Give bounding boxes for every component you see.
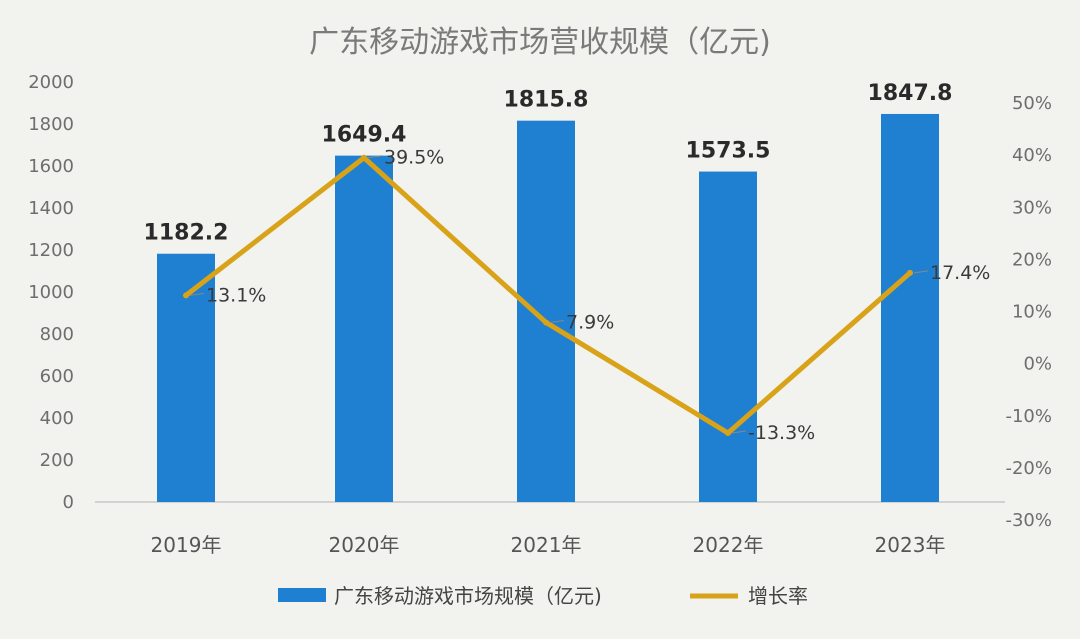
right-axis-tick: 10% (1012, 302, 1052, 323)
left-axis-tick: 1400 (28, 198, 74, 219)
left-axis-tick: 1000 (28, 282, 74, 303)
right-axis-tick: -30% (1005, 510, 1052, 531)
rate-value-label: 39.5% (384, 147, 444, 169)
left-axis-tick: 1800 (28, 114, 74, 135)
right-axis-tick: 40% (1012, 145, 1052, 166)
bar (881, 113, 939, 502)
growth-rate-point (183, 292, 189, 299)
rate-value-label: 17.4% (930, 262, 990, 284)
right-axis: -30% -20% -10% 0% 10% 20% 30% 40% 50% (1005, 93, 1052, 531)
right-axis-tick: 20% (1012, 249, 1052, 270)
bar-value-label: 1573.5 (686, 139, 771, 164)
growth-rate-point (543, 319, 549, 326)
left-axis-tick: 1200 (28, 240, 74, 261)
bar-value-label: 1847.8 (868, 81, 953, 106)
right-axis-tick: 50% (1012, 93, 1052, 114)
bar-series (157, 113, 939, 502)
right-axis-tick: 30% (1012, 197, 1052, 218)
left-axis-tick: 600 (40, 366, 74, 387)
bar-value-label: 1649.4 (322, 123, 407, 148)
rate-value-label: -13.3% (748, 422, 815, 444)
chart-title: 广东移动游戏市场营收规模（亿元) (309, 25, 771, 60)
right-axis-tick: -20% (1005, 458, 1052, 479)
left-axis: 0 200 400 600 800 1000 1200 1400 1600 1800 2000 (28, 72, 74, 513)
bar (517, 120, 575, 502)
left-axis-tick: 1600 (28, 156, 74, 177)
bar-value-label: 1182.2 (144, 221, 229, 246)
legend-label-line: 增长率 (748, 584, 808, 608)
rate-label-leader (731, 430, 747, 434)
rate-value-label: 7.9% (566, 311, 614, 333)
bar-value-label: 1815.8 (504, 88, 589, 113)
growth-rate-series (183, 154, 913, 436)
bar-value-labels: 1182.2 1649.4 1815.8 1573.5 1847.8 (144, 81, 953, 246)
left-axis-tick: 0 (63, 492, 74, 513)
bar (335, 155, 393, 502)
rate-value-label: 13.1% (206, 284, 266, 306)
rate-label-leader (367, 155, 383, 159)
x-axis-tick: 2023年 (875, 533, 946, 557)
bar (699, 171, 757, 502)
x-axis-tick: 2019年 (151, 533, 222, 557)
left-axis-tick: 800 (40, 324, 74, 345)
rate-value-labels: 13.1% 39.5% 7.9% -13.3% 17.4% (189, 147, 990, 444)
left-axis-tick: 2000 (28, 72, 74, 93)
rate-label-leader (549, 319, 565, 323)
rate-label-leader (189, 292, 205, 296)
right-axis-tick: 0% (1023, 354, 1052, 375)
growth-rate-point (907, 269, 913, 276)
right-axis-tick: -10% (1005, 406, 1052, 427)
left-axis-tick: 400 (40, 408, 74, 429)
legend: 广东移动游戏市场规模（亿元) 增长率 (278, 584, 808, 608)
x-axis-tick: 2021年 (511, 533, 582, 557)
left-axis-tick: 200 (40, 450, 74, 471)
growth-rate-point (725, 429, 731, 436)
legend-swatch-bars (278, 588, 326, 602)
x-axis: 2019年 2020年 2021年 2022年 2023年 (151, 533, 946, 557)
x-axis-tick: 2022年 (693, 533, 764, 557)
x-axis-tick: 2020年 (329, 533, 400, 557)
legend-label-bars: 广东移动游戏市场规模（亿元) (334, 584, 602, 608)
growth-rate-point (361, 154, 367, 161)
rate-label-leader (913, 270, 929, 274)
